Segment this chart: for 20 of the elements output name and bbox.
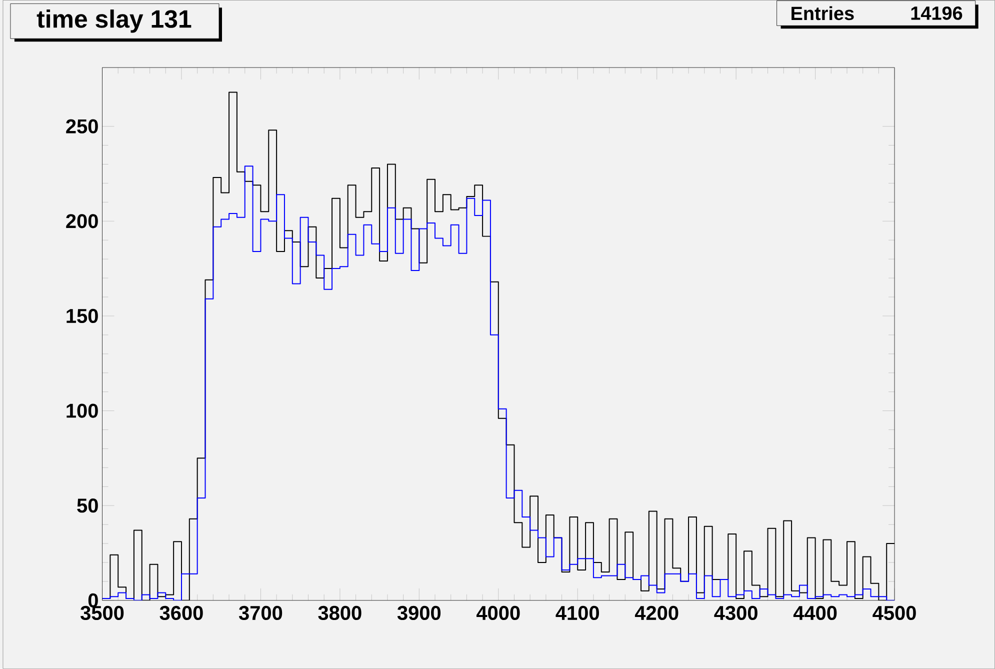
x-tick-label: 4100 xyxy=(556,606,599,620)
x-tick-label: 3800 xyxy=(318,606,362,620)
y-tick-label: 100 xyxy=(66,404,98,418)
y-tick-label: 150 xyxy=(66,308,98,324)
x-tick-label: 3900 xyxy=(397,606,441,620)
x-tick-label: 4400 xyxy=(793,606,837,620)
y-tick-label: 50 xyxy=(77,498,98,513)
x-tick-label: 4000 xyxy=(476,606,520,620)
x-tick-label: 4200 xyxy=(634,606,678,620)
x-tick-label: 4500 xyxy=(872,606,916,620)
x-tick-label: 4300 xyxy=(714,606,758,620)
chart-title: time slay 131 xyxy=(36,10,192,33)
x-tick-label: 3700 xyxy=(238,606,282,620)
text: Entries xyxy=(792,6,854,20)
y-tick-label: 250 xyxy=(66,119,98,134)
text: 14196 xyxy=(911,6,962,20)
x-tick-label: 3500 xyxy=(80,606,124,620)
y-tick-label: 0 xyxy=(88,593,98,608)
y-tick-label: 200 xyxy=(66,214,98,228)
x-tick-label: 3600 xyxy=(160,606,203,620)
